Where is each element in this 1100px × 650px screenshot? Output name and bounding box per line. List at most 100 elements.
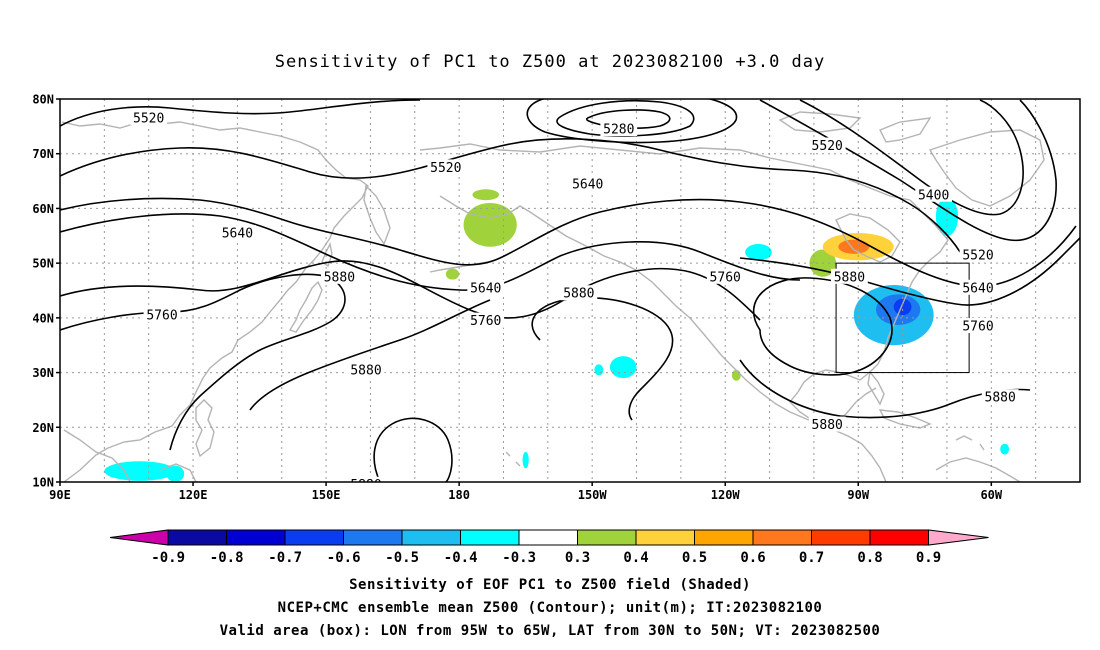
shade-positive-kamchatka-sea (445, 268, 460, 280)
contour-5880-east (753, 277, 893, 376)
contour-label-bg (560, 285, 598, 301)
colorbar-label: -0.8 (210, 550, 244, 566)
colorbar-swatch (869, 529, 929, 546)
caption: Sensitivity of EOF PC1 to Z500 field (Sh… (220, 577, 881, 639)
contour-label: 5640 (222, 227, 253, 242)
contour-5880-pac (249, 299, 491, 411)
contour-label: 5280 (603, 123, 634, 138)
florida-coastline (867, 370, 885, 406)
contour-label: 5760 (470, 314, 501, 329)
asia-coastline (61, 121, 369, 482)
contour-label-bg (569, 175, 607, 191)
contour-label-bg (427, 159, 465, 175)
map-frame: 5520 5280 5520 5520 5640 5400 5640 5520 5880 5640… (32, 93, 1081, 503)
contour-5640-inner (60, 213, 801, 291)
contour-5880-mid (531, 297, 674, 421)
shade-positive-alaska (463, 202, 517, 247)
contour-label: 5880 (834, 270, 865, 285)
lon-label: 150E (312, 488, 341, 502)
shade-negative-atlantic (1000, 443, 1010, 455)
contour-label-bg (320, 268, 358, 284)
colorbar-swatch (401, 529, 461, 546)
shade-negative-southasia-2 (166, 465, 185, 482)
colorbar-swatch (226, 529, 286, 546)
east-coast (797, 199, 949, 393)
colorbar-arrow-left (109, 529, 169, 546)
contour-5760-east (739, 237, 1080, 306)
colorbar-label: 0.4 (623, 550, 648, 566)
contour-5880-sw (373, 417, 453, 482)
contour-label-bg (600, 121, 638, 137)
lon-label: 150W (578, 488, 608, 502)
colorbar-label: 0.6 (740, 550, 765, 566)
contour-label: 5520 (812, 139, 843, 154)
contour-label: 5640 (962, 281, 993, 296)
lon-label: 180 (448, 488, 470, 502)
shade-negative-hawaii (522, 451, 529, 469)
greenland-coastline (928, 129, 1045, 207)
philippines-coastline (195, 399, 215, 458)
colorbar-label: 0.7 (799, 550, 824, 566)
lon-label: 90E (49, 488, 71, 502)
contour-label-bg (808, 137, 846, 153)
contour-label-bg (959, 318, 997, 334)
colorbar-swatch (811, 529, 871, 546)
contour-label-bg (981, 389, 1019, 405)
caption-line-1: Sensitivity of EOF PC1 to Z500 field (Sh… (349, 577, 751, 593)
colorbar-swatch (577, 529, 637, 546)
contour-label-bg (467, 312, 505, 328)
colorbar-arrow-right (928, 529, 989, 546)
contour-label-bg (218, 225, 256, 241)
colorbar-label: -0.5 (385, 550, 419, 566)
contour-label-bg (830, 268, 868, 284)
lat-label: 40N (32, 311, 54, 325)
shade-negative-southasia (104, 461, 176, 481)
colorbar-swatch (284, 529, 344, 546)
contour-label-bg (130, 110, 168, 126)
colorbar-label: -0.9 (151, 550, 185, 566)
lon-label: 60W (980, 488, 1002, 502)
lat-label: 20N (32, 421, 54, 435)
contour-5400-east (799, 99, 1024, 216)
shade-positive-greatlakes-core (838, 239, 870, 254)
contour-label-bg (467, 279, 505, 295)
south-america-coastline (935, 457, 1021, 482)
caption-line-2: NCEP+CMC ensemble mean Z500 (Contour); u… (278, 600, 823, 616)
contour-label: 5520 (430, 161, 461, 176)
contour-label: 5880 (563, 287, 594, 302)
contour-label-bg (959, 246, 997, 262)
shade-negative-pacific-west (594, 364, 604, 376)
contour-label: 5760 (710, 270, 741, 285)
colorbar-label: 0.3 (565, 550, 590, 566)
contour-label: 5880 (812, 418, 843, 433)
hawaii-islands (505, 451, 521, 467)
contour-label-bg (959, 279, 997, 295)
contour-label-bg (808, 416, 846, 432)
lon-label: 90W (847, 488, 869, 502)
colorbar-label: 0.8 (857, 550, 882, 566)
shade-positive-bering (472, 189, 500, 201)
shade-negative-midwest (745, 243, 772, 261)
baffin-coastline (879, 117, 932, 143)
map-title: Sensitivity of PC1 to Z500 at 2023082100… (275, 52, 826, 72)
colorbar: -0.9 -0.8 -0.7 -0.6 -0.5 -0.4 -0.3 0.3 0.4 0.5 0.6… (109, 529, 989, 566)
lat-label: 60N (32, 202, 54, 216)
contour-label-bg (143, 307, 181, 323)
caption-line-3: Valid area (box): LON from 95W to 65W, L… (220, 623, 881, 639)
shade-positive-gulf (731, 369, 741, 381)
colorbar-label: 0.9 (916, 550, 941, 566)
contour-label-bg (347, 361, 385, 377)
contour-5280-inner (585, 109, 671, 129)
colorbar-swatch (635, 529, 695, 546)
contour-5520-arctic (60, 99, 421, 127)
contour-label: 5640 (470, 281, 501, 296)
map-gridlines (60, 99, 1080, 482)
lat-label: 50N (32, 257, 54, 271)
colorbar-swatch (694, 529, 754, 546)
contour-5280 (556, 99, 695, 137)
colorbar-label: -0.7 (268, 550, 302, 566)
map-border (59, 98, 1081, 483)
cuba-coastline (878, 409, 932, 429)
